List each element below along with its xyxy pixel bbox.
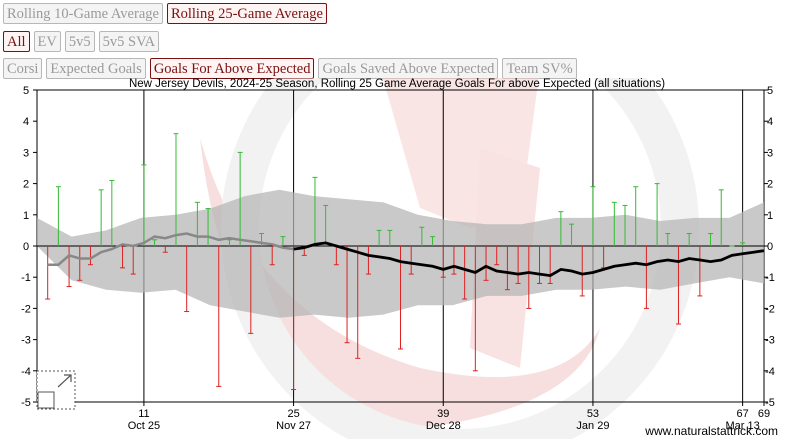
y-tick-label-right: 1 [767, 210, 773, 222]
corsi-button[interactable]: Corsi [3, 58, 43, 79]
y-tick-label-left: -4 [21, 366, 31, 378]
situation-selector: All EV 5v5 5v5 SVA [3, 31, 160, 52]
x-tick-label: 25 [287, 408, 299, 420]
y-axis-right: 5 4 3 2 1 0 -1 -2 -3 -4 -5 [764, 85, 775, 409]
y-tick-label-right: -4 [765, 366, 775, 378]
x-date-label: Mar 13 [725, 420, 759, 432]
zoom-box-icon [37, 391, 55, 409]
team-sv-button[interactable]: Team SV% [502, 58, 577, 79]
y-tick-label-right: 3 [767, 147, 773, 159]
5v5-button[interactable]: 5v5 [64, 31, 95, 52]
rolling-line [293, 241, 765, 278]
y-tick-label-left: 3 [23, 147, 29, 159]
zoom-control[interactable] [36, 370, 76, 410]
y-tick-label-right: 5 [767, 85, 773, 97]
watermark: www.naturalstattrick.com [644, 424, 778, 438]
rolling-10-game-average-button[interactable]: Rolling 10-Game Average [3, 3, 163, 24]
chart-title: New Jersey Devils, 2024-25 Season, Rolli… [129, 78, 665, 90]
y-tick-label-right: 0 [767, 241, 773, 253]
y-tick-label-right: -3 [765, 335, 775, 347]
x-date-label: Nov 27 [276, 420, 311, 432]
x-tick-label: 69 [758, 408, 770, 420]
ev-button[interactable]: EV [33, 31, 61, 52]
x-date-label: Dec 28 [426, 420, 461, 432]
y-tick-label-right: 2 [767, 179, 773, 191]
chart: New Jersey Devils, 2024-25 Season, Rolli… [21, 78, 778, 439]
5v5-sva-button[interactable]: 5v5 SVA [98, 31, 160, 52]
goals-saved-above-expected-button[interactable]: Goals Saved Above Expected [318, 58, 499, 79]
y-tick-label-left: -3 [21, 335, 31, 347]
y-tick-label-right: -2 [765, 303, 775, 315]
game-bars [45, 133, 746, 391]
y-tick-label-left: -2 [21, 303, 31, 315]
goals-for-above-expected-button[interactable]: Goals For Above Expected [149, 58, 315, 79]
y-tick-label-left: 1 [23, 210, 29, 222]
x-tick-label: 53 [587, 408, 599, 420]
all-button[interactable]: All [3, 31, 30, 52]
window-selector: Rolling 10-Game Average Rolling 25-Game A… [3, 3, 327, 24]
y-axis-left: 5 4 3 2 1 0 -1 -2 -3 -4 -5 [21, 85, 37, 409]
y-tick-label-left: 4 [23, 116, 29, 128]
x-tick-label: 67 [736, 408, 748, 420]
y-tick-label-right: 4 [767, 116, 773, 128]
y-tick-label-right: -5 [765, 397, 775, 409]
x-date-label: Jan 29 [576, 420, 609, 432]
expected-goals-button[interactable]: Expected Goals [46, 58, 146, 79]
y-tick-label-right: -1 [765, 272, 775, 284]
y-tick-label-left: 0 [23, 241, 29, 253]
y-tick-label-left: 5 [23, 85, 29, 97]
expand-arrow-icon [57, 374, 72, 388]
x-tick-label: 11 [138, 408, 149, 420]
y-tick-label-left: 2 [23, 179, 29, 191]
y-tick-label-left: -5 [21, 397, 31, 409]
rolling-line-early [47, 232, 294, 266]
y-tick-label-left: -1 [21, 272, 31, 284]
x-date-label: Oct 25 [128, 420, 160, 432]
rolling-25-game-average-button[interactable]: Rolling 25-Game Average [166, 3, 327, 24]
metric-selector: Corsi Expected Goals Goals For Above Expec… [3, 58, 577, 79]
rolling-average-series [47, 232, 765, 278]
x-tick-label: 39 [437, 408, 449, 420]
